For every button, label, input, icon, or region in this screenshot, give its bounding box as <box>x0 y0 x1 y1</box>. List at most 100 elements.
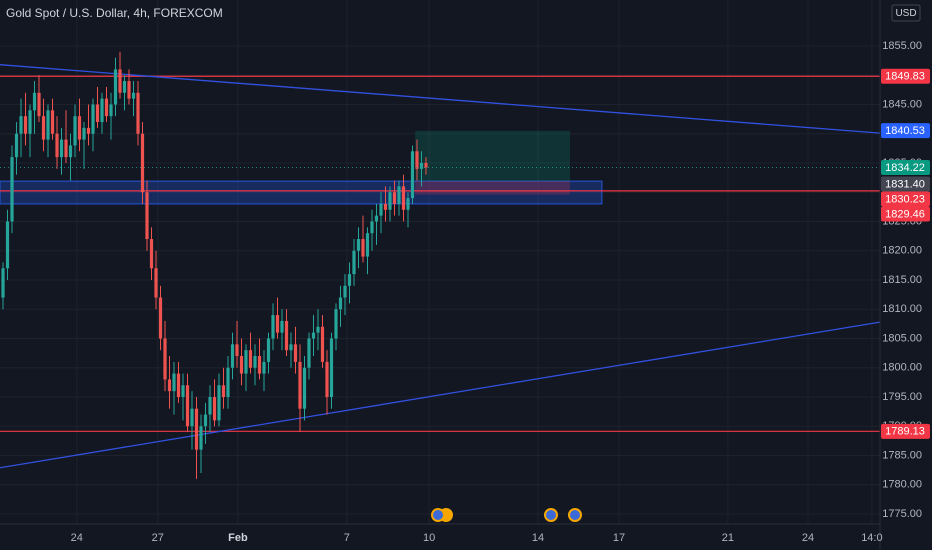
candle-body <box>244 350 248 374</box>
candle-body <box>275 315 280 333</box>
y-tick-label: 1780.00 <box>882 479 922 491</box>
candle-body <box>64 139 68 158</box>
candle-body <box>347 274 352 286</box>
x-tick-label: 17 <box>613 532 625 544</box>
candle-body <box>401 186 406 210</box>
candle-body <box>352 250 356 275</box>
candle-body <box>271 315 275 339</box>
candle-body <box>46 110 50 140</box>
candle-body <box>370 221 374 234</box>
candle-body <box>212 396 217 421</box>
trendline <box>0 64 881 134</box>
candle-body <box>122 81 127 93</box>
candle-body <box>419 162 424 169</box>
candle-body <box>113 69 118 105</box>
price-tag-label: 1789.13 <box>885 426 925 438</box>
price-tag-label: 1834.22 <box>885 162 925 174</box>
x-tick-label: 7 <box>344 532 350 544</box>
candle-body <box>140 133 145 193</box>
candle-body <box>127 81 131 99</box>
chart-title: Gold Spot / U.S. Dollar, 4h, FOREXCOM <box>6 6 223 20</box>
candle-body <box>320 326 325 362</box>
candle-body <box>262 361 266 374</box>
currency-box[interactable] <box>891 4 921 22</box>
zone <box>0 180 603 205</box>
candle-body <box>163 338 167 380</box>
price-tag <box>881 123 930 139</box>
candle-body <box>19 116 23 134</box>
candle-body <box>158 297 163 339</box>
candle-body <box>307 338 311 368</box>
candle-body <box>284 320 289 351</box>
y-tick-label: 1800.00 <box>882 362 922 374</box>
candle-body <box>109 104 113 117</box>
candle-body <box>199 426 203 450</box>
trendline <box>0 321 881 469</box>
price-tag-label: 1840.53 <box>885 125 925 137</box>
candle-body <box>221 385 226 397</box>
candle-body <box>194 408 199 450</box>
plot-area <box>0 51 881 479</box>
event-icon[interactable] <box>439 508 453 522</box>
price-tag <box>881 423 930 439</box>
candle-body <box>230 344 235 368</box>
event-icon-flag <box>570 510 580 520</box>
candle-body <box>316 326 320 333</box>
price-tag-label: 1849.83 <box>885 71 925 83</box>
price-tag <box>881 206 930 222</box>
axes: 1775.001780.001785.001790.001795.001800.… <box>71 40 930 544</box>
x-tick-label: 10 <box>423 532 435 544</box>
price-tag <box>881 160 930 176</box>
candle-body <box>37 92 41 117</box>
candle-body <box>185 385 190 427</box>
candle-body <box>10 157 14 222</box>
candle-body <box>131 92 136 99</box>
candle-body <box>415 151 419 169</box>
candle-body <box>91 104 95 134</box>
candle-body <box>145 192 149 240</box>
y-tick-label: 1785.00 <box>882 449 922 461</box>
candle-body <box>424 162 428 168</box>
candle-body <box>235 344 239 357</box>
candle-body <box>388 192 392 210</box>
y-tick-label: 1775.00 <box>882 508 922 520</box>
x-tick-label: 14 <box>532 532 544 544</box>
candle-body <box>253 356 257 368</box>
currency-label: USD <box>895 8 916 19</box>
candle-body <box>1 268 5 298</box>
price-tag <box>881 191 930 207</box>
price-tag <box>881 176 930 192</box>
candle-body <box>226 367 230 397</box>
candle-body <box>280 320 284 333</box>
candle-body <box>50 110 55 134</box>
price-tag <box>881 68 930 84</box>
zone <box>415 181 570 195</box>
event-icon-flag <box>546 510 556 520</box>
candle-body <box>172 373 176 392</box>
candle-body <box>334 309 338 339</box>
candle-body <box>23 116 28 134</box>
candle-body <box>32 92 37 111</box>
price-tag-label: 1831.40 <box>885 178 925 190</box>
x-tick-label: 24 <box>71 532 83 544</box>
candle-body <box>406 198 410 210</box>
candle-body <box>181 385 185 397</box>
candle-body <box>14 133 19 158</box>
x-tick-label: 27 <box>152 532 164 544</box>
y-tick-label: 1855.00 <box>882 40 922 52</box>
candle-body <box>379 203 383 216</box>
y-tick-label: 1805.00 <box>882 332 922 344</box>
candle-body <box>28 110 32 134</box>
y-tick-label: 1810.00 <box>882 303 922 315</box>
candle-body <box>176 373 181 397</box>
candle-body <box>104 98 109 117</box>
candle-body <box>41 116 46 140</box>
candle-body <box>374 215 379 222</box>
zone <box>415 130 570 182</box>
candle-body <box>203 414 208 427</box>
candle-body <box>257 356 262 374</box>
candle-body <box>293 344 298 362</box>
candle-body <box>266 338 271 362</box>
